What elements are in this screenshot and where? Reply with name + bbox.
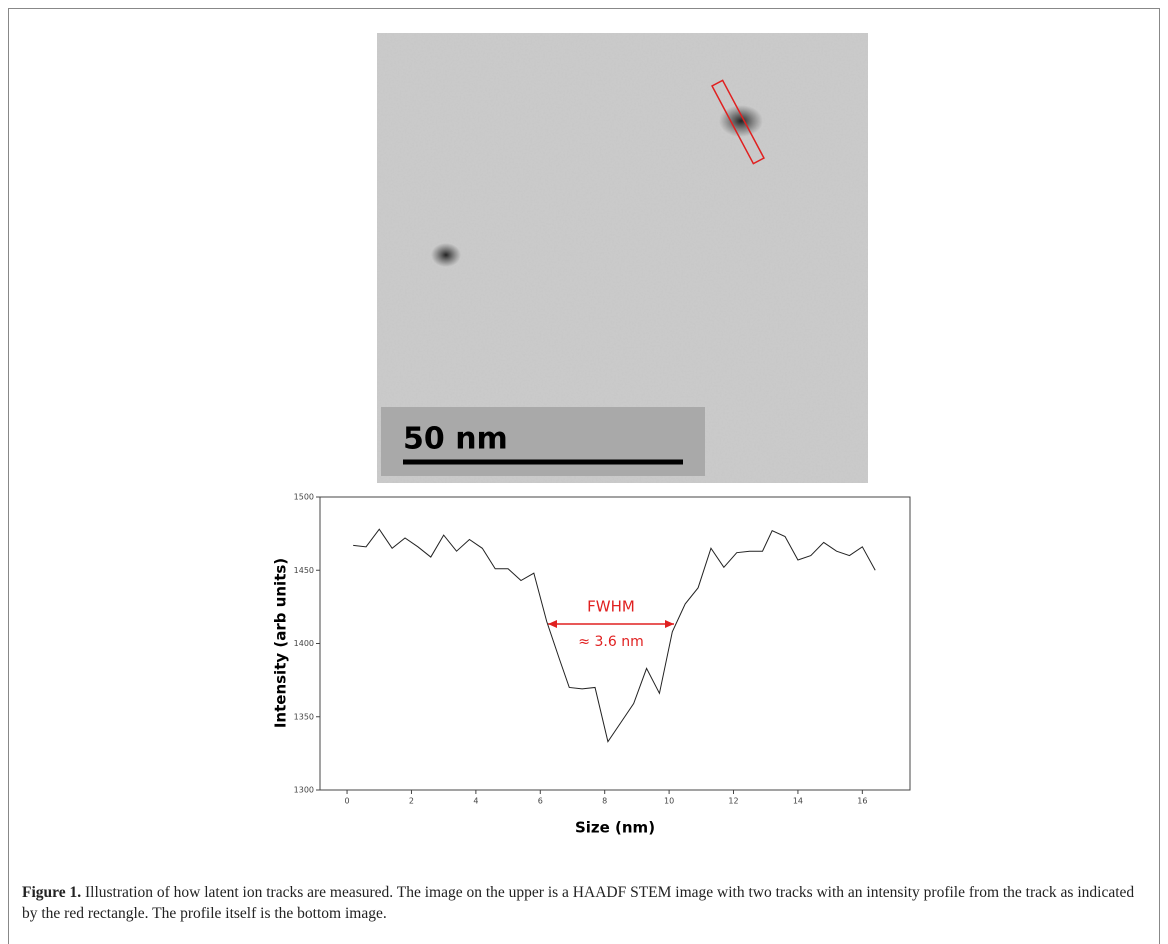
x-tick-label: 6 <box>538 797 543 806</box>
x-tick-label: 12 <box>728 797 738 806</box>
x-tick-label: 16 <box>857 797 867 806</box>
caption-label: Figure 1. <box>22 884 82 901</box>
y-tick-label: 1500 <box>294 493 314 502</box>
y-tick-label: 1450 <box>294 566 314 575</box>
figure-frame <box>8 8 1160 944</box>
x-axis-label: Size (nm) <box>575 819 655 837</box>
profile-line <box>353 528 876 743</box>
micrograph: 50 nm <box>377 33 868 483</box>
y-axis-label: Intensity (arb units) <box>272 558 290 728</box>
x-tick-label: 2 <box>409 797 414 806</box>
caption-text: Illustration of how latent ion tracks ar… <box>22 884 1135 922</box>
x-tick-label: 0 <box>345 797 350 806</box>
caption: Figure 1. Illustration of how latent ion… <box>22 882 1147 924</box>
y-tick-label: 1350 <box>294 712 314 721</box>
x-tick-label: 14 <box>793 797 803 806</box>
annotation: FWHM <box>587 598 635 616</box>
y-tick-label: 1300 <box>294 786 314 795</box>
scale-bar-label: 50 nm <box>403 422 508 457</box>
figure: 50 nm Intensity (arb units) Size (nm) FW… <box>272 33 911 837</box>
x-tick-label: 4 <box>473 797 478 806</box>
x-tick-label: 8 <box>602 797 607 806</box>
profile-chart: Intensity (arb units) Size (nm) FWHM ≈ 3… <box>272 493 911 837</box>
annotation-value: ≈ 3.6 nm <box>578 634 643 650</box>
y-tick-label: 1400 <box>294 639 314 648</box>
x-tick-label: 10 <box>664 797 674 806</box>
